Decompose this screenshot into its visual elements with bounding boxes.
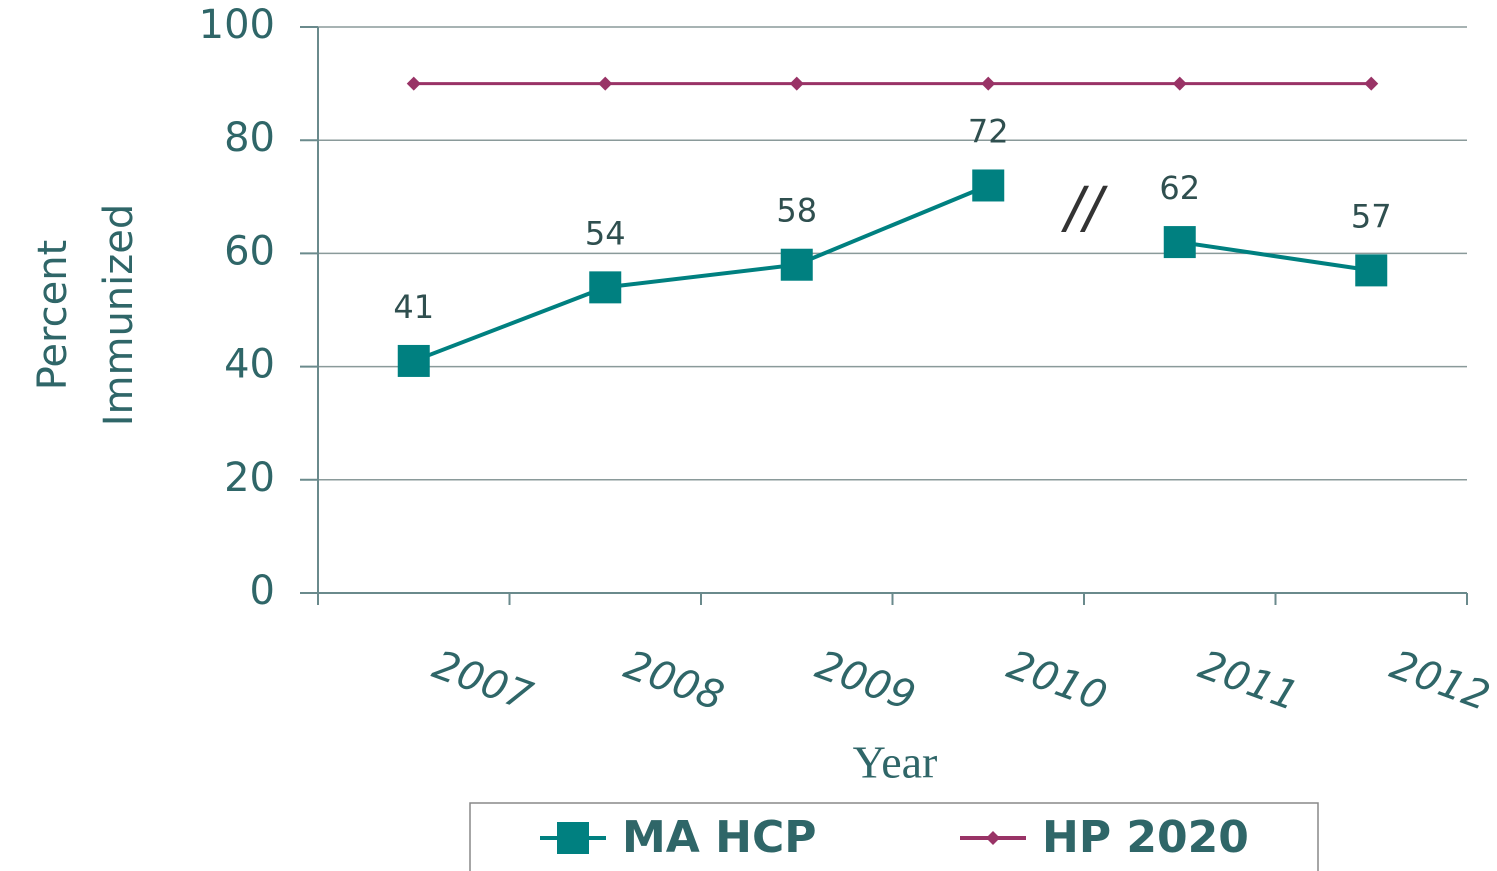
annotation: // xyxy=(1060,176,1108,241)
x-tick-label: 2007 xyxy=(427,642,539,720)
marker xyxy=(972,169,1005,202)
marker xyxy=(1163,226,1196,259)
y-tick-label: 60 xyxy=(224,228,275,274)
y-tick-label: 40 xyxy=(224,342,275,388)
y-tick-label: 100 xyxy=(199,2,275,48)
y-tick-label: 20 xyxy=(224,455,275,501)
data-label: 72 xyxy=(968,112,1009,150)
marker xyxy=(1172,76,1187,91)
marker xyxy=(1364,76,1379,91)
y-tick-label: 0 xyxy=(250,568,275,614)
marker xyxy=(1355,254,1388,287)
x-axis-title: Year xyxy=(853,737,938,788)
y-tick-label: 80 xyxy=(224,115,275,161)
legend-box xyxy=(469,802,1319,871)
data-label: 57 xyxy=(1351,197,1392,235)
data-label: 62 xyxy=(1159,169,1200,207)
data-label: 41 xyxy=(393,288,434,326)
marker xyxy=(406,76,421,91)
marker xyxy=(397,344,430,377)
legend-label: MA HCP xyxy=(622,812,817,863)
marker xyxy=(789,76,804,91)
x-tick-label: 2010 xyxy=(1001,642,1112,720)
marker xyxy=(780,248,813,281)
x-tick-label: 2012 xyxy=(1384,642,1495,720)
legend-marker xyxy=(986,831,1000,845)
marker xyxy=(598,76,613,91)
legend-label: HP 2020 xyxy=(1042,812,1249,863)
x-tick-label: 2009 xyxy=(810,642,921,720)
marker xyxy=(981,76,996,91)
data-label: 58 xyxy=(776,192,817,230)
x-tick-label: 2008 xyxy=(618,642,729,720)
legend-marker xyxy=(557,822,589,854)
series-line xyxy=(413,183,990,363)
series-line xyxy=(1179,240,1372,273)
y-axis-title: Percent Immunized xyxy=(30,203,142,427)
marker xyxy=(589,271,622,304)
data-label: 54 xyxy=(585,214,626,252)
x-tick-label: 2011 xyxy=(1193,642,1304,720)
